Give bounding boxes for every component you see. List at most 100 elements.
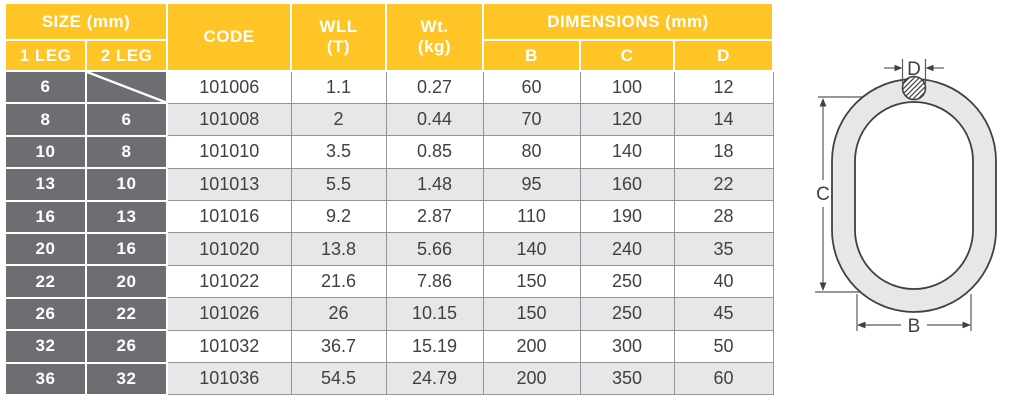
cell-size-2leg: 26	[85, 329, 168, 364]
label-dim-b: B	[908, 316, 921, 337]
cell-size-1leg: 10	[4, 134, 87, 170]
header-code: CODE	[166, 2, 292, 72]
cell-size-2leg: 22	[85, 296, 168, 332]
header-dim-c: C	[579, 39, 675, 72]
header-dimensions-group: DIMENSIONS (mm)	[482, 2, 774, 41]
table-row: 6 101006 1.1 0.27 60 100 12	[4, 69, 774, 105]
cell-dim-b: 150	[482, 297, 581, 331]
table-row: 8 6 101008 2 0.44 70 120 14	[4, 102, 774, 137]
cell-size-2leg: 8	[85, 134, 168, 170]
cell-wll: 2	[290, 102, 387, 137]
header-1leg: 1 LEG	[4, 39, 87, 72]
header-wt-line1: Wt.	[420, 17, 449, 37]
cell-dim-c: 300	[579, 329, 675, 364]
cell-code: 101032	[166, 329, 292, 364]
cell-size-1leg: 32	[4, 329, 87, 364]
cell-dim-d: 28	[673, 200, 774, 234]
d-arrow-left	[925, 64, 934, 72]
cell-dim-c: 120	[579, 102, 675, 137]
c-arrow-up	[819, 98, 827, 107]
header-wt-line2: (kg)	[417, 37, 452, 56]
cell-wt: 15.19	[385, 329, 484, 364]
cell-wt: 0.44	[385, 102, 484, 137]
cell-dim-d: 14	[673, 102, 774, 137]
cell-size-1leg: 22	[4, 264, 87, 299]
cell-wll: 1.1	[290, 70, 387, 104]
cell-dim-c: 250	[579, 264, 675, 299]
cell-dim-b: 110	[482, 200, 581, 234]
header-dimensions-label: DIMENSIONS (mm)	[547, 11, 709, 31]
cell-dim-d: 18	[673, 135, 774, 169]
header-2leg: 2 LEG	[85, 39, 168, 72]
cell-size-1leg: 8	[4, 102, 87, 137]
master-link-diagram: D C B	[815, 59, 997, 337]
cell-wll: 26	[290, 297, 387, 331]
cell-dim-c: 240	[579, 232, 675, 266]
cell-dim-b: 200	[482, 362, 581, 396]
cell-code: 101020	[166, 232, 292, 266]
header-dim-d: D	[673, 39, 774, 72]
label-dim-c: C	[816, 184, 830, 205]
b-arrow-right	[962, 321, 971, 329]
cell-dim-d: 40	[673, 264, 774, 299]
cell-size-2leg: 6	[85, 102, 168, 137]
cell-wt: 0.85	[385, 135, 484, 169]
b-arrow-left	[857, 321, 866, 329]
cell-dim-b: 95	[482, 167, 581, 202]
cell-code: 101036	[166, 362, 292, 396]
d-dimension-lines	[884, 59, 944, 84]
cell-wll: 3.5	[290, 135, 387, 169]
table-row: 10 8 101010 3.5 0.85 80 140 18	[4, 134, 774, 170]
cell-wll: 5.5	[290, 167, 387, 202]
cell-wt: 24.79	[385, 362, 484, 396]
link-inner-outline	[854, 101, 974, 290]
cell-wt: 7.86	[385, 264, 484, 299]
spec-table: SIZE (mm) CODE WLL (T) Wt. (kg) DIMENSIO…	[4, 2, 774, 396]
cell-wt: 10.15	[385, 297, 484, 331]
cell-dim-b: 60	[482, 70, 581, 104]
table-row: 13 10 101013 5.5 1.48 95 160 22	[4, 167, 774, 202]
header-wt: Wt. (kg)	[385, 2, 484, 72]
header-wll-line1: WLL	[319, 17, 358, 37]
cell-dim-d: 35	[673, 232, 774, 266]
table-row: 20 16 101020 13.8 5.66 140 240 35	[4, 231, 774, 267]
cell-code: 101010	[166, 135, 292, 169]
header-wll-line2: (T)	[326, 37, 351, 56]
cell-size-1leg: 16	[4, 199, 87, 234]
cell-dim-d: 22	[673, 167, 774, 202]
header-wll: WLL (T)	[290, 2, 387, 72]
cell-dim-c: 160	[579, 167, 675, 202]
cell-code: 101006	[166, 70, 292, 104]
cell-size-2leg: 32	[85, 361, 168, 396]
cell-dim-c: 190	[579, 200, 675, 234]
cell-dim-d: 60	[673, 362, 774, 396]
header-dim-b: B	[482, 39, 581, 72]
cell-dim-c: 250	[579, 297, 675, 331]
table-row: 32 26 101032 36.7 15.19 200 300 50	[4, 329, 774, 364]
cell-wll: 21.6	[290, 264, 387, 299]
cell-code: 101013	[166, 167, 292, 202]
cell-dim-b: 80	[482, 135, 581, 169]
cell-size-1leg: 20	[4, 231, 87, 267]
cell-dim-c: 350	[579, 362, 675, 396]
cell-dim-b: 140	[482, 232, 581, 266]
d-arrow-right	[894, 64, 903, 72]
header-code-label: CODE	[203, 27, 255, 47]
cell-wt: 1.48	[385, 167, 484, 202]
cell-dim-b: 70	[482, 102, 581, 137]
c-arrow-down	[819, 282, 827, 291]
table-row: 26 22 101026 26 10.15 150 250 45	[4, 296, 774, 332]
cell-dim-b: 200	[482, 329, 581, 364]
cell-dim-d: 12	[673, 70, 774, 104]
table-row: 36 32 101036 54.5 24.79 200 350 60	[4, 361, 774, 396]
cell-wll: 13.8	[290, 232, 387, 266]
cell-dim-c: 140	[579, 135, 675, 169]
cell-no-value-diagonal	[85, 69, 168, 105]
cell-size-2leg: 10	[85, 167, 168, 202]
cell-dim-d: 45	[673, 297, 774, 331]
cell-size-2leg: 20	[85, 264, 168, 299]
cell-wt: 2.87	[385, 200, 484, 234]
cell-wll: 54.5	[290, 362, 387, 396]
cell-code: 101016	[166, 200, 292, 234]
